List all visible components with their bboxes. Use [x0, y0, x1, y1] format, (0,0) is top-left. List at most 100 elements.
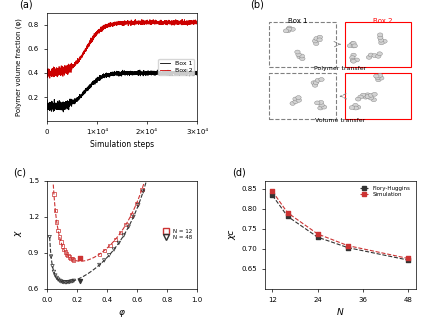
Box 2	[70, 64, 75, 68]
Point	[130, 214, 137, 220]
Circle shape	[371, 98, 377, 102]
Box 2	[61, 65, 67, 69]
Circle shape	[318, 106, 323, 110]
Point	[117, 230, 124, 235]
Box 2	[179, 18, 184, 22]
Point	[135, 203, 142, 208]
Circle shape	[297, 55, 302, 59]
Circle shape	[368, 93, 374, 97]
Point	[46, 234, 53, 239]
Circle shape	[286, 27, 292, 31]
Point	[284, 210, 291, 215]
Circle shape	[379, 76, 384, 80]
Circle shape	[293, 97, 298, 101]
Text: (d): (d)	[232, 167, 245, 177]
Text: (b): (b)	[250, 0, 264, 9]
Circle shape	[352, 44, 357, 48]
Circle shape	[312, 83, 318, 87]
Circle shape	[296, 98, 301, 102]
Circle shape	[350, 56, 355, 60]
Point	[128, 213, 134, 218]
Circle shape	[318, 100, 324, 104]
Box 1	[176, 72, 181, 75]
Circle shape	[378, 38, 384, 42]
Point	[58, 239, 64, 245]
Circle shape	[377, 74, 383, 77]
Circle shape	[349, 106, 355, 109]
Point	[65, 280, 72, 285]
Text: (a): (a)	[20, 0, 33, 9]
Circle shape	[351, 53, 356, 57]
Circle shape	[351, 41, 356, 45]
Circle shape	[300, 57, 305, 61]
Circle shape	[299, 54, 304, 58]
X-axis label: N: N	[337, 308, 343, 317]
Point	[284, 214, 291, 219]
Box 1	[61, 110, 66, 114]
Circle shape	[376, 54, 381, 58]
Circle shape	[317, 38, 322, 42]
Circle shape	[290, 27, 296, 31]
Bar	[345, 22, 411, 67]
Box 1	[109, 73, 114, 77]
Circle shape	[321, 105, 327, 109]
Circle shape	[376, 78, 381, 82]
Text: Volume transfer: Volume transfer	[315, 118, 365, 123]
Circle shape	[377, 36, 383, 39]
Point	[314, 235, 321, 240]
Circle shape	[377, 33, 383, 37]
Circle shape	[382, 39, 387, 43]
Circle shape	[315, 78, 321, 82]
Point	[123, 222, 129, 227]
Text: (c): (c)	[14, 167, 27, 177]
Point	[106, 253, 112, 258]
Circle shape	[286, 29, 291, 32]
Circle shape	[374, 74, 379, 78]
Point	[61, 280, 67, 285]
Circle shape	[287, 26, 292, 30]
Box 1	[70, 100, 75, 104]
Box 1	[44, 107, 49, 110]
Circle shape	[290, 101, 296, 105]
Point	[59, 243, 66, 248]
Circle shape	[296, 53, 301, 56]
Point	[269, 189, 276, 194]
Point	[269, 193, 276, 198]
Point	[111, 247, 117, 252]
Point	[56, 234, 63, 239]
X-axis label: Simulation steps: Simulation steps	[90, 140, 154, 149]
Circle shape	[353, 103, 358, 107]
Point	[77, 279, 84, 284]
Point	[120, 233, 127, 238]
Point	[344, 245, 351, 250]
Point	[139, 187, 145, 192]
Legend: Flory-Huggins, Simulation: Flory-Huggins, Simulation	[358, 183, 413, 199]
Box 2	[195, 21, 200, 25]
Circle shape	[377, 52, 382, 56]
Point	[55, 277, 61, 282]
Circle shape	[312, 39, 318, 43]
Circle shape	[354, 58, 360, 62]
Point	[50, 269, 57, 274]
Point	[53, 275, 60, 281]
Circle shape	[365, 93, 370, 97]
Circle shape	[311, 81, 316, 85]
X-axis label: φ: φ	[119, 308, 125, 317]
Bar	[270, 22, 336, 67]
Point	[65, 253, 72, 258]
Point	[63, 251, 70, 256]
Bar	[270, 74, 336, 119]
Point	[47, 254, 54, 259]
Point	[61, 247, 67, 252]
Point	[69, 256, 76, 262]
Circle shape	[379, 41, 384, 45]
Box 2	[109, 22, 114, 26]
Point	[140, 189, 147, 194]
Point	[404, 256, 411, 261]
Point	[125, 224, 132, 230]
Point	[56, 278, 63, 283]
Circle shape	[293, 100, 298, 104]
Box 1	[192, 72, 197, 75]
Circle shape	[295, 50, 300, 54]
Point	[59, 279, 66, 284]
